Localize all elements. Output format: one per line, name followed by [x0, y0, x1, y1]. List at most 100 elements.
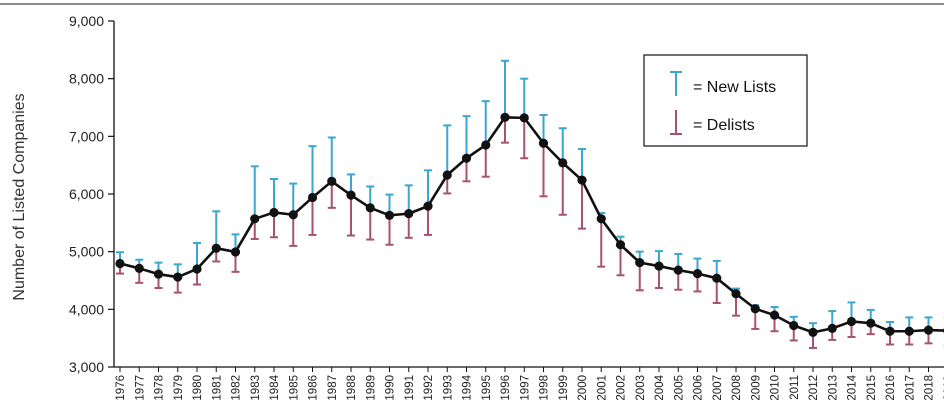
y-tick-label: 9,000	[69, 13, 104, 29]
x-tick-label: 2001	[596, 375, 608, 401]
listed-companies-point	[558, 158, 568, 168]
x-tick-label: 1985	[288, 375, 300, 401]
listed-companies-point	[153, 269, 164, 279]
new-lists-series	[116, 59, 944, 333]
listed-companies-point	[808, 327, 818, 337]
x-tick-label: 1991	[404, 375, 416, 401]
listed-companies-point	[654, 261, 664, 271]
listed-companies-point	[250, 214, 260, 224]
x-tick-label: 2009	[750, 375, 762, 401]
x-tick-label: 2010	[770, 375, 782, 401]
listed-companies-point	[134, 263, 144, 273]
y-tick-label: 4,000	[69, 301, 104, 317]
listed-companies-point	[673, 265, 683, 275]
listed-companies-point	[404, 209, 414, 219]
x-tick-label: 2013	[827, 375, 839, 401]
listed-companies-point	[846, 316, 857, 327]
listed-companies-point	[230, 247, 241, 257]
legend-item-delists: = Delists	[670, 110, 755, 135]
new-lists-t-icon	[670, 71, 682, 96]
listed-companies-point	[866, 318, 876, 328]
x-tick-label: 2019	[943, 375, 944, 401]
x-tick-label: 1990	[385, 375, 397, 401]
y-tick-label: 7,000	[69, 128, 104, 144]
listed-companies-series	[115, 112, 944, 337]
y-tick-label: 6,000	[69, 186, 104, 202]
listed-companies-point	[461, 153, 472, 163]
x-tick-label: 1988	[346, 375, 358, 401]
x-tick-label: 1989	[365, 375, 377, 401]
y-tick-label: 8,000	[69, 71, 104, 87]
x-tick-label: 2005	[673, 375, 685, 401]
x-tick-label: 1983	[250, 375, 262, 401]
listed-companies-point	[923, 325, 934, 335]
x-tick-label: 2003	[635, 375, 647, 401]
listed-companies-point	[192, 264, 202, 274]
listed-companies-point	[538, 138, 549, 148]
x-tick-label: 1996	[500, 375, 512, 401]
listed-companies-point	[269, 207, 279, 218]
listed-companies-point	[615, 240, 626, 250]
listed-companies-line	[119, 116, 944, 334]
x-tick-label: 1978	[154, 375, 166, 401]
y-tick-label: 5,000	[69, 244, 104, 260]
x-tick-label: 1980	[192, 375, 204, 401]
listed-companies-point	[596, 214, 606, 224]
y-axis-title: Number of Listed Companies	[11, 93, 28, 300]
listed-companies-point	[750, 304, 760, 314]
listed-companies-point	[307, 192, 318, 203]
delists-series	[116, 117, 944, 349]
x-tick-label: 1992	[423, 375, 435, 401]
listed-companies-point	[481, 140, 491, 150]
listed-companies-point	[692, 268, 703, 279]
listed-companies-point	[904, 326, 914, 336]
listed-companies-point	[712, 273, 722, 283]
x-tick-label: 1987	[327, 375, 339, 401]
x-tick-label: 2018	[924, 375, 936, 401]
x-tick-label: 2016	[885, 375, 897, 401]
x-tick-label: 1994	[462, 374, 474, 400]
delists-inverted-t-icon	[670, 110, 682, 135]
legend-label-new-lists: = New Lists	[693, 79, 776, 96]
x-tick-label: 1979	[173, 375, 185, 401]
listed-companies-point	[423, 201, 433, 211]
x-axis: 1976 1977 1978 1979 1980 1981 1982 1983 1984 1985…	[114, 366, 944, 401]
x-tick-label: 2004	[654, 374, 666, 400]
x-tick-label: 1977	[134, 375, 146, 401]
x-tick-label: 1981	[211, 375, 223, 401]
x-tick-label: 1997	[519, 375, 531, 401]
x-tick-label: 1982	[231, 375, 243, 401]
listed-companies-point	[731, 289, 741, 299]
x-tick-label: 2008	[731, 375, 743, 401]
listed-companies-point	[769, 310, 780, 320]
listed-companies-point	[519, 113, 529, 123]
listed-companies-point	[500, 112, 510, 122]
x-tick-label: 1984	[269, 374, 281, 400]
x-tick-label: 2015	[866, 375, 878, 401]
listed-companies-point	[384, 210, 395, 220]
x-tick-label: 2007	[712, 375, 724, 401]
x-tick-label: 1976	[115, 375, 127, 401]
listed-companies-point	[115, 258, 125, 269]
x-tick-label: 1993	[442, 375, 454, 401]
y-axis: 3,000 4,000 5,000 6,000 7,000 8,000 9,000	[69, 13, 115, 375]
x-tick-label: 2017	[904, 375, 916, 401]
listed-companies-point	[173, 272, 183, 282]
x-tick-label: 2006	[693, 375, 705, 401]
listed-companies-point	[789, 320, 799, 331]
y-tick-label: 3,000	[69, 359, 104, 375]
x-tick-label: 1998	[539, 375, 551, 401]
listed-companies-point	[827, 323, 837, 333]
listed-companies-point	[635, 258, 645, 268]
listed-companies-point	[365, 203, 375, 213]
listed-companies-point	[346, 190, 356, 200]
x-tick-label: 1986	[308, 375, 320, 401]
legend: = New Lists = Delists	[643, 54, 808, 147]
listed-companies-point	[885, 326, 895, 336]
x-tick-label: 2011	[789, 375, 801, 400]
listed-companies-point	[288, 210, 298, 220]
x-tick-label: 2000	[577, 375, 589, 401]
legend-label-delists: = Delists	[693, 117, 755, 134]
listed-companies-point	[442, 170, 452, 180]
